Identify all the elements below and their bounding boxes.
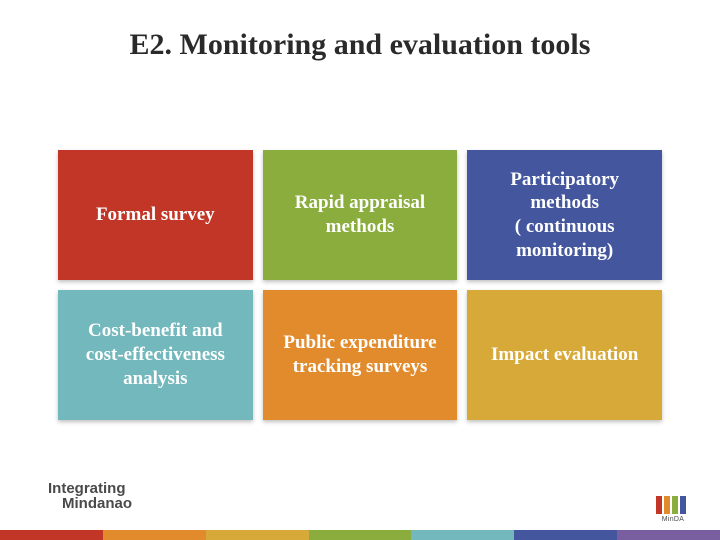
card-cost-benefit: Cost-benefit and cost-effectiveness anal… [58, 290, 253, 420]
card-public-expenditure: Public expenditure tracking surveys [263, 290, 458, 420]
card-label: Impact evaluation [491, 343, 638, 367]
card-label: Participatory methods( continuous monito… [477, 168, 652, 263]
minda-logo: MinDA [656, 496, 690, 524]
footer-tagline-line1: Integrating [48, 480, 126, 497]
logo-text: MinDA [656, 516, 690, 523]
stripe [103, 530, 206, 540]
stripe [206, 530, 309, 540]
card-label: Rapid appraisal methods [273, 191, 448, 239]
footer-stripes [0, 530, 720, 540]
footer-tagline: Integrating Mindanao [48, 481, 132, 513]
stripe [514, 530, 617, 540]
stripe [0, 530, 103, 540]
card-formal-survey: Formal survey [58, 150, 253, 280]
slide-title-text: E2. Monitoring and evaluation tools [130, 28, 591, 61]
logo-bars [656, 496, 690, 514]
card-label: Cost-benefit and cost-effectiveness anal… [68, 319, 243, 390]
logo-bar [680, 496, 686, 514]
tools-grid: Formal survey Rapid appraisal methods Pa… [58, 150, 662, 420]
stripe [411, 530, 514, 540]
footer-tagline-line2: Mindanao [48, 496, 132, 512]
slide-title: E2. Monitoring and evaluation tools [0, 28, 720, 62]
logo-bar [672, 496, 678, 514]
logo-bar [664, 496, 670, 514]
card-rapid-appraisal: Rapid appraisal methods [263, 150, 458, 280]
card-label: Public expenditure tracking surveys [273, 331, 448, 379]
card-label: Formal survey [96, 203, 215, 227]
stripe [309, 530, 412, 540]
card-participatory: Participatory methods( continuous monito… [467, 150, 662, 280]
card-impact-evaluation: Impact evaluation [467, 290, 662, 420]
stripe [617, 530, 720, 540]
footer: Integrating Mindanao MinDA [0, 470, 720, 540]
logo-bar [656, 496, 662, 514]
